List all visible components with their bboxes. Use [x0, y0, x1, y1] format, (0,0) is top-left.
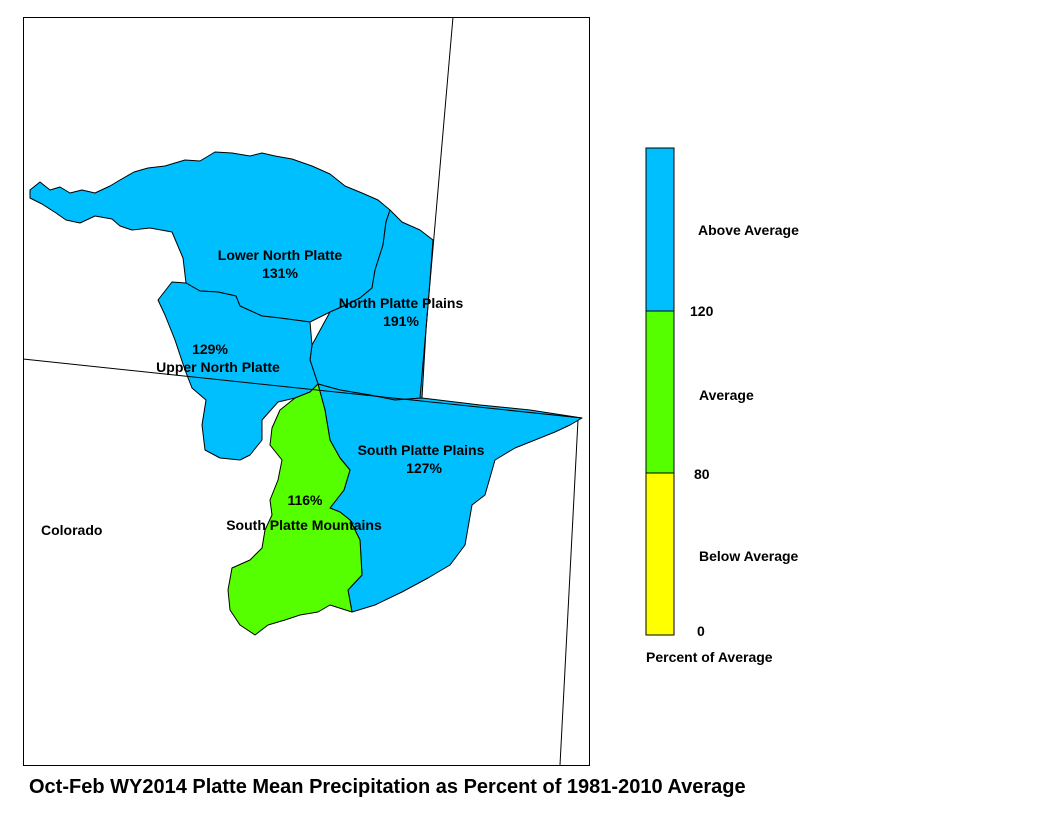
label-south-platte-plains-name: South Platte Plains — [358, 442, 485, 458]
state-boundary-line — [22, 358, 583, 419]
label-upper-north-platte-pct: 129% — [192, 341, 228, 357]
graticule-line-south — [559, 419, 579, 766]
label-lower-north-platte-pct: 131% — [262, 265, 298, 281]
legend-break-80: 80 — [694, 466, 710, 482]
graticule-line-north — [419, 16, 454, 399]
label-south-platte-mountains-name: South Platte Mountains — [226, 517, 382, 533]
basin-polygons — [29, 151, 583, 636]
legend-caption: Percent of Average — [646, 649, 773, 665]
legend-label-average: Average — [699, 387, 754, 403]
legend-label-above: Above Average — [698, 222, 799, 238]
label-upper-north-platte-name: Upper North Platte — [156, 359, 280, 375]
label-south-platte-mountains-pct: 116% — [287, 492, 323, 508]
label-lower-north-platte-name: Lower North Platte — [218, 247, 343, 263]
legend-break-0: 0 — [697, 623, 705, 639]
label-south-platte-plains-pct: 127% — [406, 460, 442, 476]
label-state-colorado: Colorado — [41, 522, 102, 538]
legend-break-120: 120 — [690, 303, 714, 319]
legend-swatch-average — [645, 310, 675, 474]
basin-south-platte-mountains[interactable] — [227, 383, 363, 636]
label-north-platte-plains-name: North Platte Plains — [339, 295, 464, 311]
reference-lines — [22, 16, 583, 766]
basin-upper-north-platte[interactable] — [157, 281, 319, 461]
legend: Above Average 120 Average 80 Below Avera… — [645, 147, 799, 665]
label-north-platte-plains-pct: 191% — [383, 313, 419, 329]
legend-swatch-above — [645, 147, 675, 312]
legend-swatch-below — [645, 472, 675, 636]
basin-labels: Lower North Platte 131% North Platte Pla… — [41, 247, 485, 538]
legend-label-below: Below Average — [699, 548, 799, 564]
map-title: Oct-Feb WY2014 Platte Mean Precipitation… — [29, 776, 746, 798]
